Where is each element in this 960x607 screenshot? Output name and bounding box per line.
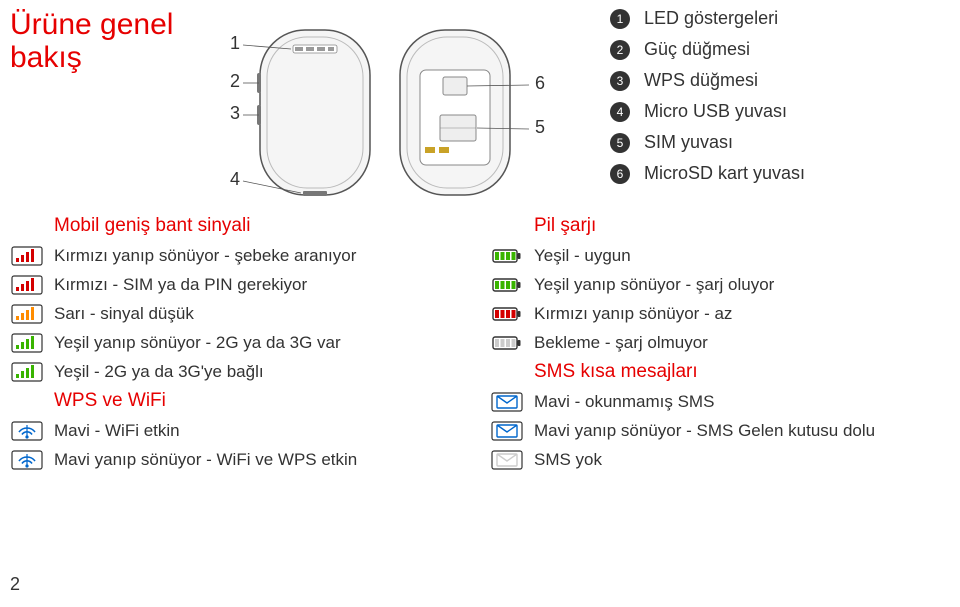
component-label: Güç düğmesi: [644, 39, 750, 60]
component-label: WPS düğmesi: [644, 70, 758, 91]
signal-icon: [10, 245, 44, 267]
right-column: Pil şarjı Yeşil - uygun Yeşil yanıp sönü…: [490, 215, 910, 478]
component-row: 6 MicroSD kart yuvası: [610, 163, 805, 184]
battery-icon: [490, 303, 524, 325]
section-title: Pil şarjı: [534, 215, 910, 237]
legend-row: Yeşil yanıp sönüyor - 2G ya da 3G var: [10, 332, 430, 354]
component-row: 3 WPS düğmesi: [610, 70, 805, 91]
component-row: 1 LED göstergeleri: [610, 8, 805, 29]
component-label: LED göstergeleri: [644, 8, 778, 29]
legend-row: Mavi yanıp sönüyor - SMS Gelen kutusu do…: [490, 420, 910, 442]
num-badge: 4: [610, 102, 630, 122]
legend-label: Mavi - WiFi etkin: [54, 421, 180, 441]
component-label: MicroSD kart yuvası: [644, 163, 805, 184]
legend-row: Kırmızı yanıp sönüyor - az: [490, 303, 910, 325]
device-front: 1 2 3 4: [230, 30, 370, 196]
legend-row: Kırmızı yanıp sönüyor - şebeke aranıyor: [10, 245, 430, 267]
page-title: Ürüne genel bakış: [10, 8, 173, 74]
signal-icon: [10, 361, 44, 383]
battery-icon: [490, 332, 524, 354]
diag-num-5: 5: [535, 117, 545, 137]
legend-label: Bekleme - şarj olmuyor: [534, 333, 708, 353]
component-row: 4 Micro USB yuvası: [610, 101, 805, 122]
legend-label: Yeşil yanıp sönüyor - şarj oluyor: [534, 275, 774, 295]
num-badge: 2: [610, 40, 630, 60]
wifi-icon: [10, 449, 44, 471]
left-column: Mobil geniş bant sinyali Kırmızı yanıp s…: [10, 215, 430, 478]
component-label: SIM yuvası: [644, 132, 733, 153]
signal-icon: [10, 303, 44, 325]
legend-columns: Mobil geniş bant sinyali Kırmızı yanıp s…: [10, 215, 910, 478]
legend-label: Mavi - okunmamış SMS: [534, 392, 714, 412]
legend-row: Mavi - WiFi etkin: [10, 420, 430, 442]
section-title: WPS ve WiFi: [54, 390, 430, 412]
legend-row: Mavi - okunmamış SMS: [490, 391, 910, 413]
wifi-icon: [10, 420, 44, 442]
legend-row: SMS yok: [490, 449, 910, 471]
component-row: 2 Güç düğmesi: [610, 39, 805, 60]
legend-row: Yeşil - uygun: [490, 245, 910, 267]
section-title: SMS kısa mesajları: [534, 361, 910, 383]
num-badge: 6: [610, 164, 630, 184]
section-title: Mobil geniş bant sinyali: [54, 215, 430, 237]
component-label: Micro USB yuvası: [644, 101, 787, 122]
legend-label: Kırmızı yanıp sönüyor - şebeke aranıyor: [54, 246, 356, 266]
legend-label: Sarı - sinyal düşük: [54, 304, 194, 324]
title-line2: bakış: [10, 41, 173, 74]
legend-label: Yeşil - 2G ya da 3G'ye bağlı: [54, 362, 264, 382]
battery-icon: [490, 245, 524, 267]
legend-row: Yeşil - 2G ya da 3G'ye bağlı: [10, 361, 430, 383]
sms-icon: [490, 449, 524, 471]
page-number: 2: [10, 574, 20, 595]
signal-icon: [10, 332, 44, 354]
legend-label: Kırmızı yanıp sönüyor - az: [534, 304, 732, 324]
sms-icon: [490, 391, 524, 413]
component-list: 1 LED göstergeleri 2 Güç düğmesi 3 WPS d…: [610, 8, 805, 194]
diag-num-3: 3: [230, 103, 240, 123]
num-badge: 1: [610, 9, 630, 29]
legend-row: Sarı - sinyal düşük: [10, 303, 430, 325]
num-badge: 5: [610, 133, 630, 153]
diag-num-1: 1: [230, 33, 240, 53]
legend-row: Bekleme - şarj olmuyor: [490, 332, 910, 354]
legend-label: Mavi yanıp sönüyor - SMS Gelen kutusu do…: [534, 421, 875, 441]
legend-row: Kırmızı - SIM ya da PIN gerekiyor: [10, 274, 430, 296]
legend-label: SMS yok: [534, 450, 602, 470]
device-diagram: 1 2 3 4 6 5: [195, 15, 565, 200]
device-back: 6 5: [400, 30, 545, 195]
legend-row: Yeşil yanıp sönüyor - şarj oluyor: [490, 274, 910, 296]
battery-icon: [490, 274, 524, 296]
legend-label: Yeşil - uygun: [534, 246, 631, 266]
legend-label: Yeşil yanıp sönüyor - 2G ya da 3G var: [54, 333, 341, 353]
title-line1: Ürüne genel: [10, 8, 173, 41]
legend-row: Mavi yanıp sönüyor - WiFi ve WPS etkin: [10, 449, 430, 471]
component-row: 5 SIM yuvası: [610, 132, 805, 153]
num-badge: 3: [610, 71, 630, 91]
diag-num-6: 6: [535, 73, 545, 93]
sms-icon: [490, 420, 524, 442]
diag-num-4: 4: [230, 169, 240, 189]
diag-num-2: 2: [230, 71, 240, 91]
legend-label: Kırmızı - SIM ya da PIN gerekiyor: [54, 275, 307, 295]
signal-icon: [10, 274, 44, 296]
legend-label: Mavi yanıp sönüyor - WiFi ve WPS etkin: [54, 450, 357, 470]
